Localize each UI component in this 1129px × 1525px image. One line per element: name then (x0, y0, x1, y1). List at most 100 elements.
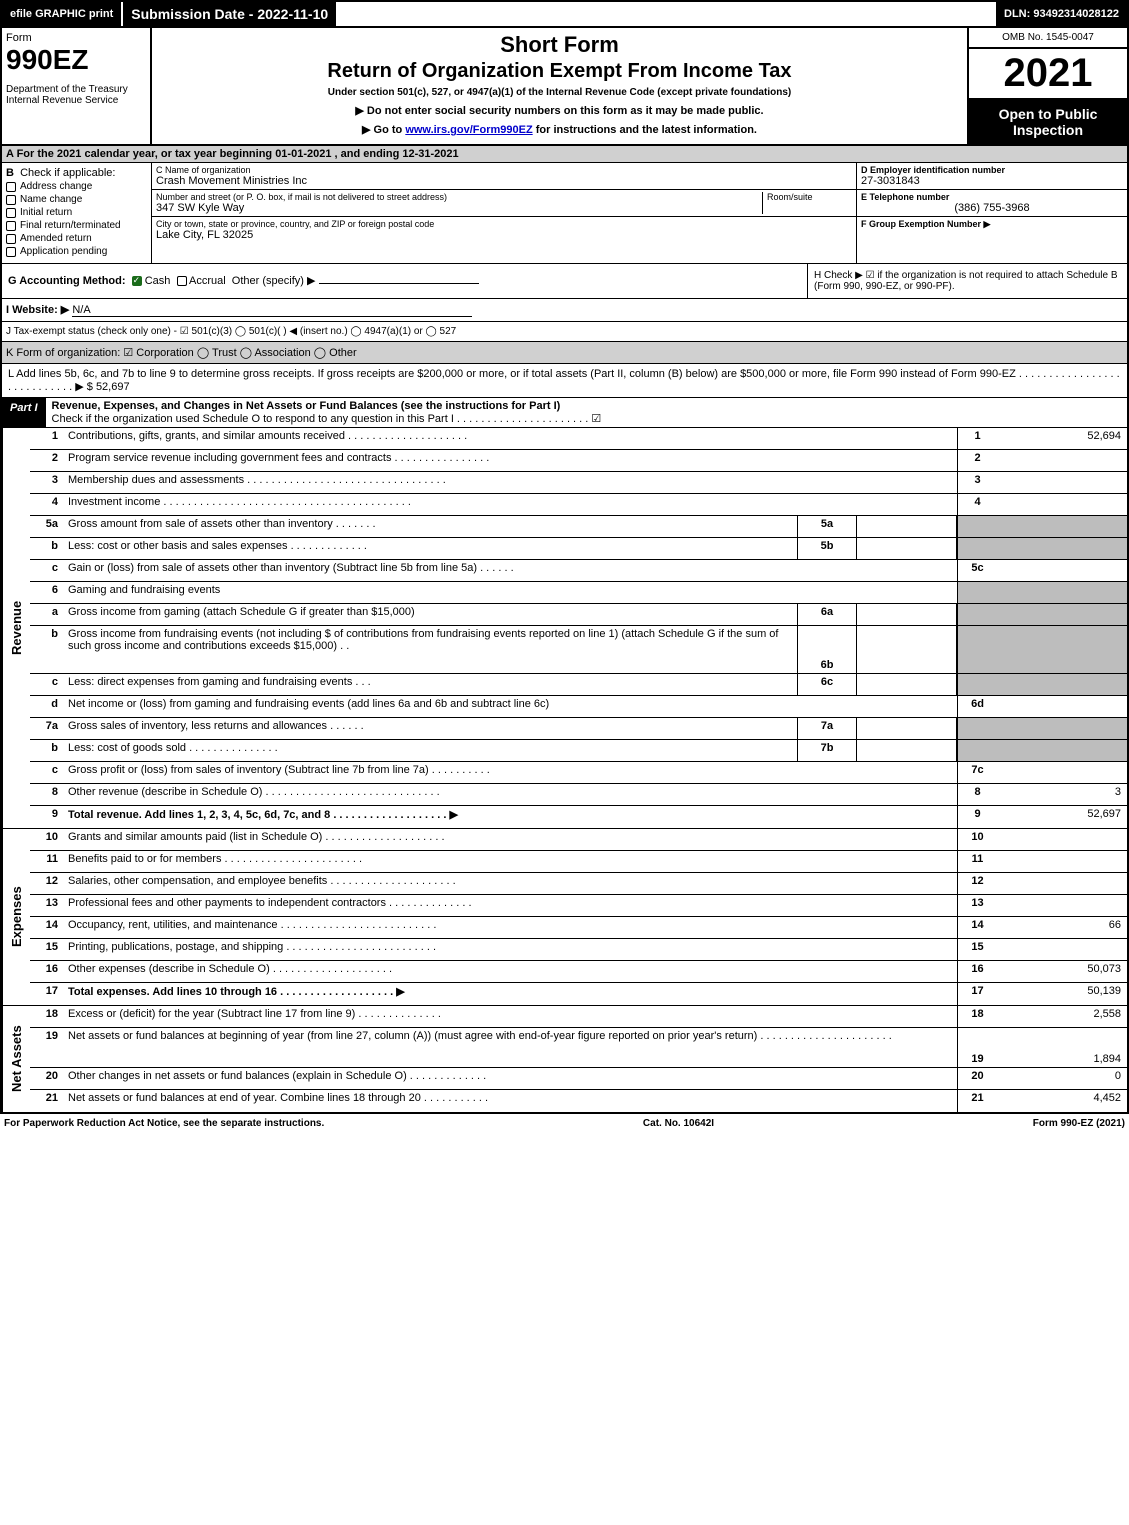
line-12: 12Salaries, other compensation, and empl… (30, 873, 1127, 895)
val-10 (997, 829, 1127, 850)
open-inspection: Open to Public Inspection (969, 100, 1127, 144)
desc-2: Program service revenue including govern… (64, 450, 957, 471)
val-19: 1,894 (997, 1028, 1127, 1067)
e-phone-label: E Telephone number (861, 192, 1123, 202)
footer-mid: Cat. No. 10642I (643, 1118, 714, 1129)
bullet-goto: ▶ Go to www.irs.gov/Form990EZ for instru… (160, 123, 959, 136)
checkbox-icon[interactable] (6, 247, 16, 257)
netassets-lines: 18Excess or (deficit) for the year (Subt… (30, 1006, 1127, 1112)
checkbox-icon[interactable] (6, 182, 16, 192)
lineno-1: 1 (30, 428, 64, 449)
desc-9: Total revenue. Add lines 1, 2, 3, 4, 5c,… (64, 806, 957, 828)
val-5c (997, 560, 1127, 581)
d-ein-label: D Employer identification number (861, 165, 1123, 175)
endno-7c: 7c (957, 762, 997, 783)
val-12 (997, 873, 1127, 894)
lineno-13: 13 (30, 895, 64, 916)
omb-number: OMB No. 1545-0047 (969, 28, 1127, 49)
chk-initial-return[interactable]: Initial return (6, 207, 147, 218)
line-j: J Tax-exempt status (check only one) - ☑… (0, 322, 1129, 342)
lineno-21: 21 (30, 1090, 64, 1112)
part-i-tab: Part I (2, 398, 46, 427)
val-7c (997, 762, 1127, 783)
desc-6c: Less: direct expenses from gaming and fu… (64, 674, 797, 695)
checkbox-icon[interactable] (6, 221, 16, 231)
i-label: I Website: ▶ (6, 304, 69, 316)
g-accounting: G Accounting Method: Cash Accrual Other … (2, 264, 807, 298)
line-17: 17Total expenses. Add lines 10 through 1… (30, 983, 1127, 1005)
lineno-7b: b (30, 740, 64, 761)
opt-address-change: Address change (20, 181, 92, 192)
subval-6c (857, 674, 957, 695)
b-check-label: B Check if applicable: (6, 167, 147, 179)
efile-label[interactable]: efile GRAPHIC print (2, 2, 121, 26)
val-15 (997, 939, 1127, 960)
section-a-calendar-year: A For the 2021 calendar year, or tax yea… (0, 146, 1129, 163)
footer-left: For Paperwork Reduction Act Notice, see … (4, 1118, 324, 1129)
desc-5c: Gain or (loss) from sale of assets other… (64, 560, 957, 581)
lineno-5c: c (30, 560, 64, 581)
val-9: 52,697 (997, 806, 1127, 828)
line-14: 14Occupancy, rent, utilities, and mainte… (30, 917, 1127, 939)
desc-14: Occupancy, rent, utilities, and maintena… (64, 917, 957, 938)
line-6b: b Gross income from fundraising events (… (30, 626, 1127, 674)
subval-6b (857, 626, 957, 673)
line-5b: b Less: cost or other basis and sales ex… (30, 538, 1127, 560)
lineno-19: 19 (30, 1028, 64, 1067)
line-11: 11Benefits paid to or for members . . . … (30, 851, 1127, 873)
endno-6b-shade (957, 626, 997, 673)
irs-link[interactable]: www.irs.gov/Form990EZ (405, 124, 532, 136)
checkbox-icon[interactable] (6, 195, 16, 205)
chk-address-change[interactable]: Address change (6, 181, 147, 192)
chk-application-pending[interactable]: Application pending (6, 246, 147, 257)
val-5a-shade (997, 516, 1127, 537)
e-phone-row: E Telephone number (386) 755-3968 (857, 190, 1127, 217)
g-other: Other (specify) ▶ (232, 275, 316, 287)
submission-date: Submission Date - 2022-11-10 (121, 2, 336, 26)
checkbox-icon[interactable] (6, 208, 16, 218)
g-other-blank[interactable] (319, 283, 479, 284)
line-4: 4 Investment income . . . . . . . . . . … (30, 494, 1127, 516)
expenses-group: Expenses 10Grants and similar amounts pa… (2, 829, 1127, 1006)
endno-5c: 5c (957, 560, 997, 581)
val-2 (997, 450, 1127, 471)
col-b: B Check if applicable: Address change Na… (2, 163, 152, 263)
chk-amended-return[interactable]: Amended return (6, 233, 147, 244)
checkbox-cash-icon[interactable] (132, 276, 142, 286)
chk-name-change[interactable]: Name change (6, 194, 147, 205)
chk-final-return[interactable]: Final return/terminated (6, 220, 147, 231)
header-right: OMB No. 1545-0047 2021 Open to Public In… (967, 28, 1127, 144)
lineno-11: 11 (30, 851, 64, 872)
expenses-vertical-label: Expenses (2, 829, 30, 1005)
desc-19: Net assets or fund balances at beginning… (64, 1028, 957, 1067)
sub-6a: 6a (797, 604, 857, 625)
line-3: 3 Membership dues and assessments . . . … (30, 472, 1127, 494)
val-6b-shade (997, 626, 1127, 673)
org-name: Crash Movement Ministries Inc (156, 175, 852, 187)
line-2: 2 Program service revenue including gove… (30, 450, 1127, 472)
lineno-7a: 7a (30, 718, 64, 739)
endno-18: 18 (957, 1006, 997, 1027)
checkbox-icon[interactable] (6, 234, 16, 244)
line-19: 19Net assets or fund balances at beginni… (30, 1028, 1127, 1068)
header-center: Short Form Return of Organization Exempt… (152, 28, 967, 144)
line-20: 20Other changes in net assets or fund ba… (30, 1068, 1127, 1090)
b-letter: B (6, 167, 14, 179)
phone-value: (386) 755-3968 (861, 202, 1123, 214)
page-footer: For Paperwork Reduction Act Notice, see … (0, 1114, 1129, 1133)
col-c: C Name of organization Crash Movement Mi… (152, 163, 857, 263)
c-city-label: City or town, state or province, country… (156, 219, 852, 229)
h-schedule-b: H Check ▶ ☑ if the organization is not r… (807, 264, 1127, 298)
desc-5b: Less: cost or other basis and sales expe… (64, 538, 797, 559)
checkbox-accrual-icon[interactable] (177, 276, 187, 286)
endno-15: 15 (957, 939, 997, 960)
lineno-3: 3 (30, 472, 64, 493)
desc-6b: Gross income from fundraising events (no… (64, 626, 797, 673)
line-10: 10Grants and similar amounts paid (list … (30, 829, 1127, 851)
val-21: 4,452 (997, 1090, 1127, 1112)
lineno-5a: 5a (30, 516, 64, 537)
val-1: 52,694 (997, 428, 1127, 449)
subval-6a (857, 604, 957, 625)
lineno-15: 15 (30, 939, 64, 960)
section-gh: G Accounting Method: Cash Accrual Other … (0, 264, 1129, 299)
